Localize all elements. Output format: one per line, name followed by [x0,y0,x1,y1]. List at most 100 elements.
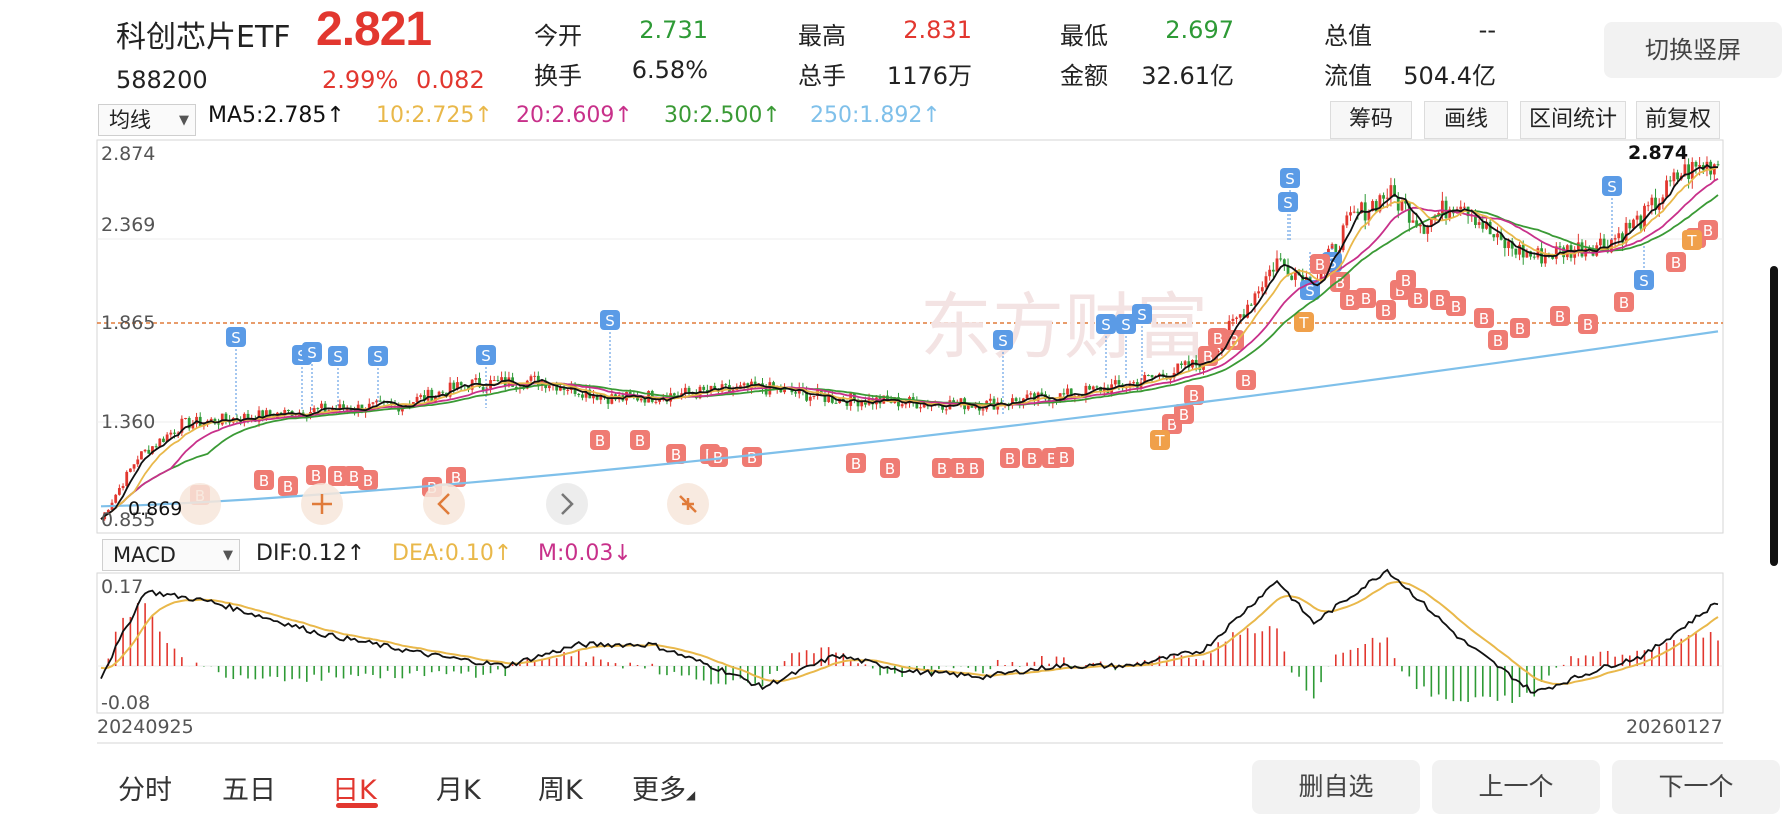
buy-mark[interactable]: B [446,467,466,487]
buy-mark[interactable]: B [1488,330,1508,350]
candle-body [1216,350,1220,353]
tab-intraday[interactable]: 分时 [118,775,172,806]
buy-mark[interactable]: B [1698,220,1718,240]
sell-mark[interactable]: S [1602,176,1622,196]
zoom-in-icon[interactable] [301,483,343,525]
tab-monthly-k[interactable]: 月K [436,775,481,806]
candle-body [1543,254,1547,264]
buy-mark[interactable]: B [1408,288,1428,308]
candle-body [1661,197,1665,204]
sell-mark[interactable]: S [1132,304,1152,324]
buy-mark[interactable]: B [846,453,866,473]
tab-daily-k[interactable]: 日K [332,775,377,806]
chevron-left-icon[interactable] [423,483,465,525]
draw-line-button[interactable]: 画线 [1424,101,1508,139]
scroll-indicator[interactable] [1770,266,1778,566]
candle-body [456,382,459,390]
candle-body [1440,200,1444,213]
buy-mark[interactable]: B [1510,318,1530,338]
buy-mark[interactable]: B [1310,254,1330,274]
buy-mark[interactable]: B [1174,404,1194,424]
sell-mark[interactable]: S [1634,270,1654,290]
candle-body [331,409,334,411]
candle-body [1499,233,1503,240]
zoom-out-icon[interactable] [667,483,709,525]
chevron-right-icon[interactable] [546,483,588,525]
adjust-button[interactable]: 前复权 [1636,101,1720,139]
buy-mark[interactable]: B [1578,314,1598,334]
buy-mark[interactable]: B [1376,300,1396,320]
sell-mark[interactable]: S [328,346,348,366]
sell-mark[interactable]: S [368,346,388,366]
candle-body [1532,256,1536,258]
t-mark[interactable]: T [1682,230,1702,250]
buy-mark[interactable]: B [254,470,274,490]
buy-mark[interactable]: B [278,476,298,496]
previous-button[interactable]: 上一个 [1432,760,1600,814]
kline-chart[interactable]: 东方财富 SSSSSSSSSSSSSSSSSBBBBBBBBBBBBBBBBBB… [0,0,1792,760]
sell-mark[interactable]: S [1096,314,1116,334]
sell-mark[interactable]: S [1116,314,1136,334]
buy-mark[interactable]: B [1550,306,1570,326]
buy-mark[interactable]: B [932,458,952,478]
t-mark[interactable]: T [1294,312,1314,332]
buy-mark[interactable]: B [306,465,326,485]
buy-mark[interactable]: B [630,430,650,450]
candle-body [176,432,180,434]
sell-mark[interactable]: S [600,310,620,330]
candle-body [415,396,419,403]
buy-mark[interactable]: B [1236,370,1256,390]
buy-mark[interactable]: B [1614,292,1634,312]
macd-select[interactable]: MACD ▼ [102,539,240,571]
svg-text:S: S [231,329,241,347]
sell-mark[interactable]: S [476,345,496,365]
buy-mark[interactable]: B [1330,272,1350,292]
buy-mark[interactable]: B [880,458,900,478]
buy-mark[interactable]: B [1054,447,1074,467]
candle-body [323,403,327,412]
svg-text:B: B [1047,450,1057,468]
buy-mark[interactable]: B [742,447,762,467]
buy-mark[interactable]: B [1666,252,1686,272]
chart-control-blank[interactable] [179,483,221,525]
svg-text:B: B [1451,298,1461,316]
buy-mark[interactable]: B [328,466,348,486]
buy-mark[interactable]: B [964,458,984,478]
indicator-select[interactable]: 均线 ▼ [98,104,196,136]
buy-mark[interactable]: B [1184,385,1204,405]
candle-body [1411,220,1415,223]
tab-five-day[interactable]: 五日 [222,775,276,806]
sell-mark[interactable]: S [302,342,322,362]
candle-body [562,387,566,390]
buy-mark[interactable]: B [1022,448,1042,468]
buy-mark[interactable]: B [590,430,610,450]
tab-more[interactable]: 更多◢ [632,768,695,807]
buy-mark[interactable]: B [1208,328,1228,348]
delete-favorite-button[interactable]: 删自选 [1252,760,1420,814]
buy-mark[interactable]: B [1000,448,1020,468]
switch-portrait-button[interactable]: 切换竖屏 [1604,22,1782,78]
svg-text:S: S [1639,272,1649,290]
buy-mark[interactable]: B [666,444,686,464]
sell-mark[interactable]: S [1278,192,1298,212]
next-button[interactable]: 下一个 [1612,760,1780,814]
buy-mark[interactable]: B [1224,330,1244,350]
buy-mark[interactable]: B [1340,290,1360,310]
sell-mark[interactable]: S [1280,168,1300,188]
candle-body [1176,363,1180,373]
sell-mark[interactable]: S [226,327,246,347]
range-stats-button[interactable]: 区间统计 [1520,101,1626,139]
sell-mark[interactable]: S [993,330,1013,350]
buy-mark[interactable]: B [1430,290,1450,310]
security-name: 科创芯片ETF [116,20,291,55]
candle-body [1536,248,1540,258]
buy-mark[interactable]: B [1446,296,1466,316]
tab-weekly-k[interactable]: 周K [538,775,583,806]
t-mark[interactable]: T [1150,430,1170,450]
buy-mark[interactable]: B [1474,308,1494,328]
buy-mark[interactable]: B [358,470,378,490]
buy-mark[interactable]: B [1396,270,1416,290]
buy-mark[interactable]: B [1356,288,1376,308]
chips-button[interactable]: 筹码 [1330,101,1412,139]
candle-body [1282,259,1286,266]
